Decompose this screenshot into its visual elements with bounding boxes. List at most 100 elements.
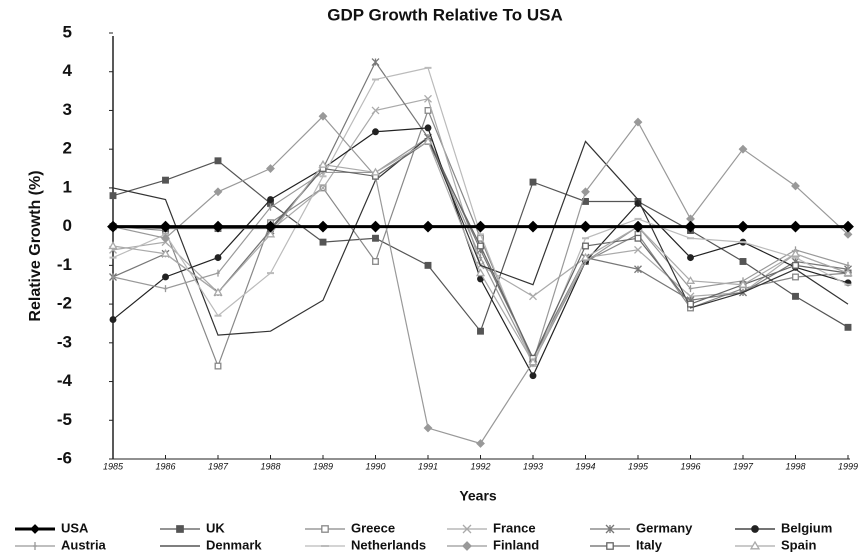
legend-label: Netherlands bbox=[351, 537, 426, 552]
marker bbox=[688, 285, 693, 293]
marker bbox=[372, 234, 379, 242]
marker bbox=[424, 107, 432, 114]
marker bbox=[685, 276, 696, 284]
marker bbox=[108, 241, 118, 250]
x-tick-label: 1996 bbox=[680, 461, 700, 471]
marker bbox=[372, 128, 379, 136]
series-line bbox=[112, 60, 849, 360]
marker bbox=[162, 176, 169, 184]
marker bbox=[423, 136, 433, 145]
x-tick-label: 1985 bbox=[103, 461, 124, 471]
legend-label: Greece bbox=[351, 520, 395, 535]
marker bbox=[605, 524, 615, 534]
marker bbox=[163, 285, 168, 293]
marker bbox=[846, 261, 850, 269]
y-axis-label: Relative Growth (%) bbox=[27, 170, 44, 321]
x-tick-label: 1994 bbox=[575, 461, 595, 471]
y-tick-label: -3 bbox=[57, 332, 72, 351]
y-tick-label: 2 bbox=[63, 139, 72, 158]
marker bbox=[792, 261, 799, 269]
marker bbox=[317, 220, 329, 233]
marker bbox=[580, 252, 591, 261]
marker bbox=[792, 292, 799, 300]
y-tick-label: -5 bbox=[57, 410, 72, 429]
marker bbox=[161, 233, 170, 243]
x-tick-label: 1986 bbox=[155, 461, 175, 471]
x-tick-label: 1997 bbox=[733, 461, 754, 471]
marker bbox=[267, 196, 274, 203]
legend-label: Spain bbox=[781, 537, 816, 552]
marker bbox=[792, 273, 799, 281]
marker bbox=[632, 220, 644, 233]
marker bbox=[160, 248, 171, 257]
marker bbox=[844, 323, 852, 331]
marker bbox=[423, 423, 433, 433]
x-tick-label: 1987 bbox=[208, 461, 229, 471]
marker bbox=[789, 220, 802, 233]
marker bbox=[738, 279, 748, 288]
marker bbox=[369, 220, 382, 233]
marker bbox=[214, 254, 222, 262]
y-tick-label: -4 bbox=[57, 371, 73, 390]
marker bbox=[318, 159, 328, 168]
marker bbox=[579, 220, 592, 233]
marker bbox=[529, 178, 537, 186]
marker bbox=[478, 254, 483, 262]
legend-label: Finland bbox=[493, 537, 539, 552]
marker bbox=[737, 220, 749, 233]
marker bbox=[528, 357, 538, 366]
marker bbox=[581, 187, 590, 197]
y-tick-label: 3 bbox=[63, 100, 72, 119]
marker bbox=[213, 187, 223, 197]
marker bbox=[111, 273, 115, 281]
x-tick-label: 1995 bbox=[628, 461, 649, 471]
x-tick-label: 1999 bbox=[838, 461, 858, 471]
marker bbox=[109, 192, 117, 200]
y-tick-label: -6 bbox=[57, 448, 72, 467]
marker bbox=[475, 268, 486, 277]
marker bbox=[529, 372, 537, 380]
marker bbox=[687, 300, 694, 308]
marker bbox=[176, 525, 184, 533]
marker bbox=[477, 242, 484, 250]
marker bbox=[319, 238, 327, 246]
marker bbox=[422, 220, 434, 233]
x-tick-label: 1989 bbox=[313, 461, 333, 471]
y-tick-label: -1 bbox=[57, 255, 72, 274]
marker bbox=[582, 242, 589, 250]
legend-label: Germany bbox=[636, 520, 693, 535]
y-tick-label: 4 bbox=[63, 61, 73, 80]
marker bbox=[606, 542, 614, 550]
marker bbox=[162, 273, 169, 281]
x-tick-label: 1992 bbox=[470, 461, 490, 471]
y-tick-label: 0 bbox=[63, 216, 72, 235]
marker bbox=[791, 181, 800, 191]
marker bbox=[634, 265, 642, 274]
marker bbox=[424, 124, 432, 132]
marker bbox=[371, 58, 380, 67]
marker bbox=[687, 254, 694, 262]
marker bbox=[214, 157, 222, 165]
legend-label: Austria bbox=[61, 537, 107, 552]
marker bbox=[370, 167, 381, 176]
marker bbox=[159, 220, 172, 233]
marker bbox=[751, 525, 759, 533]
marker bbox=[527, 220, 539, 233]
marker bbox=[318, 111, 328, 121]
marker bbox=[268, 203, 273, 211]
legend-label: Belgium bbox=[781, 520, 832, 535]
marker bbox=[265, 229, 276, 238]
marker bbox=[33, 542, 37, 550]
legend-label: France bbox=[493, 520, 536, 535]
marker bbox=[319, 183, 327, 192]
marker bbox=[842, 220, 854, 233]
marker bbox=[476, 439, 485, 448]
legend-label: USA bbox=[61, 520, 89, 535]
marker bbox=[633, 117, 643, 127]
marker bbox=[462, 524, 472, 534]
marker bbox=[109, 316, 117, 324]
marker bbox=[843, 229, 853, 239]
marker bbox=[214, 362, 222, 370]
legend-label: Denmark bbox=[206, 537, 262, 552]
